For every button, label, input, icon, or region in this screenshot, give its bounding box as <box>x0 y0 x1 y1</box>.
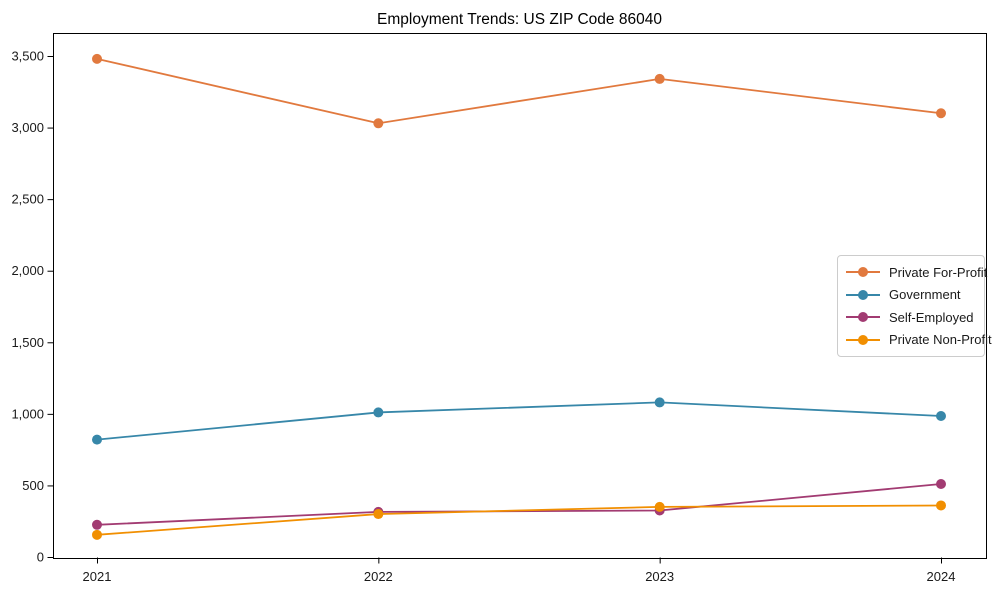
data-point <box>373 509 384 520</box>
legend-marker-icon <box>846 334 880 346</box>
y-tick-label: 1,000 <box>11 406 44 421</box>
series-line <box>96 483 942 526</box>
x-tick-label: 2022 <box>364 569 393 584</box>
series-line <box>96 57 942 125</box>
x-tick-label: 2023 <box>645 569 674 584</box>
data-point <box>92 434 102 445</box>
legend-marker-icon <box>846 289 880 301</box>
data-point <box>373 407 384 418</box>
legend-item: Private For-Profit <box>846 261 987 284</box>
y-tick-label: 500 <box>22 478 44 493</box>
x-tick-label: 2024 <box>927 569 956 584</box>
legend-label: Government <box>889 287 961 303</box>
legend: Private For-Profit Government Self-Employe… <box>837 255 992 357</box>
legend-marker-icon <box>846 266 880 278</box>
x-tick-label: 2021 <box>83 569 112 584</box>
y-tick-label: 2,500 <box>11 192 44 207</box>
series-private-for-profit <box>92 53 946 129</box>
series-line <box>96 504 942 536</box>
y-tick-label: 0 <box>37 550 44 565</box>
data-point <box>654 73 665 84</box>
data-point <box>936 500 946 511</box>
y-tick-label: 1,500 <box>11 335 44 350</box>
legend-item: Private Non-Profit <box>846 329 992 352</box>
axes-spines <box>53 33 987 559</box>
data-point <box>92 519 102 530</box>
y-tick-label: 3,500 <box>11 49 44 64</box>
data-point <box>92 53 102 64</box>
y-tick-label: 2,000 <box>11 263 44 278</box>
series-line <box>96 401 942 441</box>
data-point <box>936 478 946 489</box>
data-point <box>373 118 384 129</box>
data-point <box>654 397 665 408</box>
data-point <box>936 411 946 422</box>
legend-label: Private For-Profit <box>889 264 988 280</box>
series-private-non-profit <box>92 500 946 540</box>
series-government <box>92 397 946 445</box>
legend-item: Self-Employed <box>846 306 976 329</box>
legend-label: Private Non-Profit <box>889 332 992 348</box>
y-axis: 0 500 1,000 1,500 2,000 2,500 3,000 3,500 <box>11 49 54 565</box>
legend-marker-icon <box>846 311 880 323</box>
y-tick-label: 3,000 <box>11 120 44 135</box>
legend-item: Government <box>846 284 976 307</box>
x-axis: 2021 2022 2023 2024 <box>83 557 956 584</box>
chart-title: Employment Trends: US ZIP Code 86040 <box>377 11 662 28</box>
data-point <box>92 529 102 540</box>
series-self-employed <box>92 478 946 530</box>
data-point <box>936 108 946 119</box>
legend-label: Self-Employed <box>889 309 974 325</box>
data-point <box>654 501 665 512</box>
